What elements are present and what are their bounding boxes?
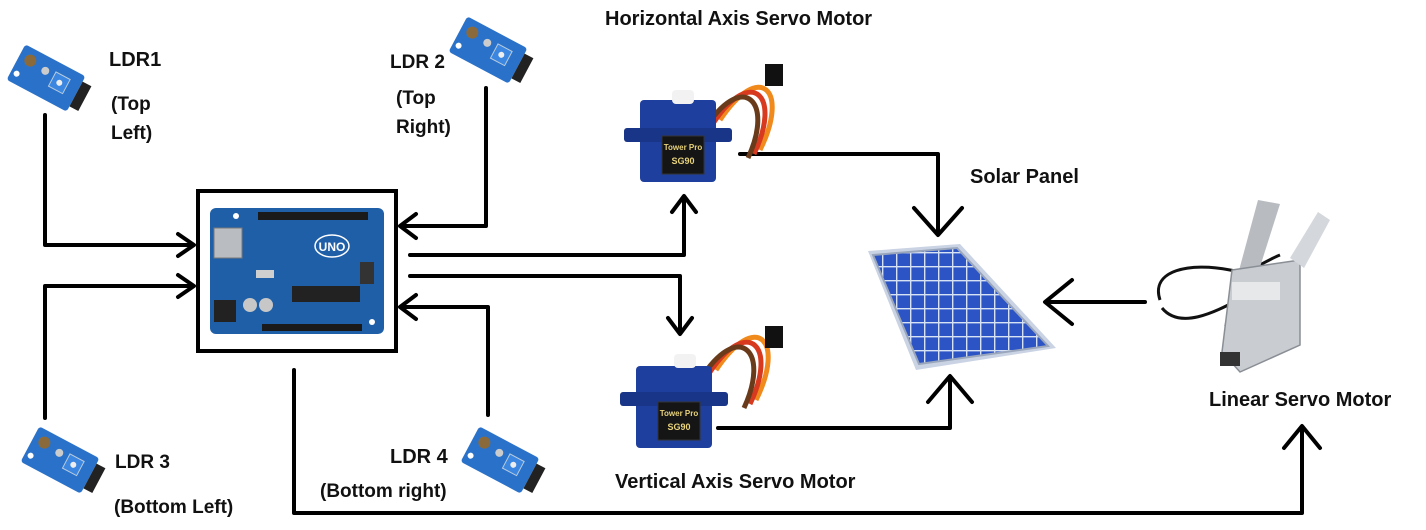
wire-ldr4-arduino	[401, 305, 490, 417]
wire-arduino-vservo	[408, 274, 682, 332]
vertical-servo-label: Vertical Axis Servo Motor	[615, 471, 856, 493]
horizontal-servo-motor: Tower Pro SG90	[624, 64, 783, 182]
vservo-brand-text: Tower Pro	[660, 409, 699, 418]
arrowhead-panel-top	[912, 206, 964, 237]
ldr4-label: LDR 4	[390, 446, 448, 468]
ldr1-label: LDR1	[109, 49, 162, 71]
ldr4-position: (Bottom right)	[320, 481, 447, 502]
ldr2-sensor	[449, 17, 534, 84]
ldr3-position: (Bottom Left)	[114, 497, 234, 518]
arrowhead-hservo	[670, 194, 698, 214]
arrowhead-ldr1	[176, 232, 196, 258]
arrowhead-linear	[1282, 424, 1322, 450]
wire-hservo-panel	[738, 152, 940, 234]
arduino-logo-text: UNO	[319, 240, 346, 254]
arrowhead-ldr3	[176, 273, 196, 299]
ldr1-position-line2: Left)	[111, 123, 153, 144]
solar-panel-label: Solar Panel	[970, 166, 1079, 188]
linear-servo-label: Linear Servo Motor	[1209, 389, 1392, 411]
wire-ldr2-arduino	[401, 86, 488, 228]
arrowhead-ldr4	[398, 293, 418, 321]
vservo-model-text: SG90	[667, 422, 690, 432]
hservo-brand-text: Tower Pro	[664, 143, 703, 152]
wire-vservo-panel	[716, 376, 952, 430]
wire-ldr3-arduino	[43, 284, 192, 420]
ldr3-label: LDR 3	[115, 452, 170, 473]
arrowhead-panel-bottom	[926, 374, 974, 404]
ldr3-sensor	[21, 427, 106, 494]
hservo-model-text: SG90	[671, 156, 694, 166]
ldr2-position-line2: Right)	[396, 117, 451, 138]
ldr2-label: LDR 2	[390, 52, 445, 73]
arduino-uno: UNO	[196, 189, 398, 353]
wire-arduino-hservo	[408, 198, 686, 257]
ldr4-sensor	[461, 427, 546, 494]
vertical-servo-motor: Tower Pro SG90	[620, 326, 783, 448]
wire-ldr1-arduino	[43, 113, 192, 247]
ldr1-sensor	[7, 45, 92, 112]
solar-panel	[868, 244, 1056, 370]
arrowhead-vservo	[666, 316, 694, 336]
wire-arduino-linear	[292, 368, 1304, 515]
horizontal-servo-label: Horizontal Axis Servo Motor	[605, 8, 873, 30]
connection-lines	[43, 86, 1322, 515]
ldr1-position-line1: (Top	[111, 94, 151, 115]
linear-servo-motor	[1156, 200, 1330, 373]
arrowhead-ldr2	[398, 212, 418, 240]
ldr2-position-line1: (Top	[396, 88, 436, 109]
arrowhead-panel-right	[1043, 278, 1074, 326]
